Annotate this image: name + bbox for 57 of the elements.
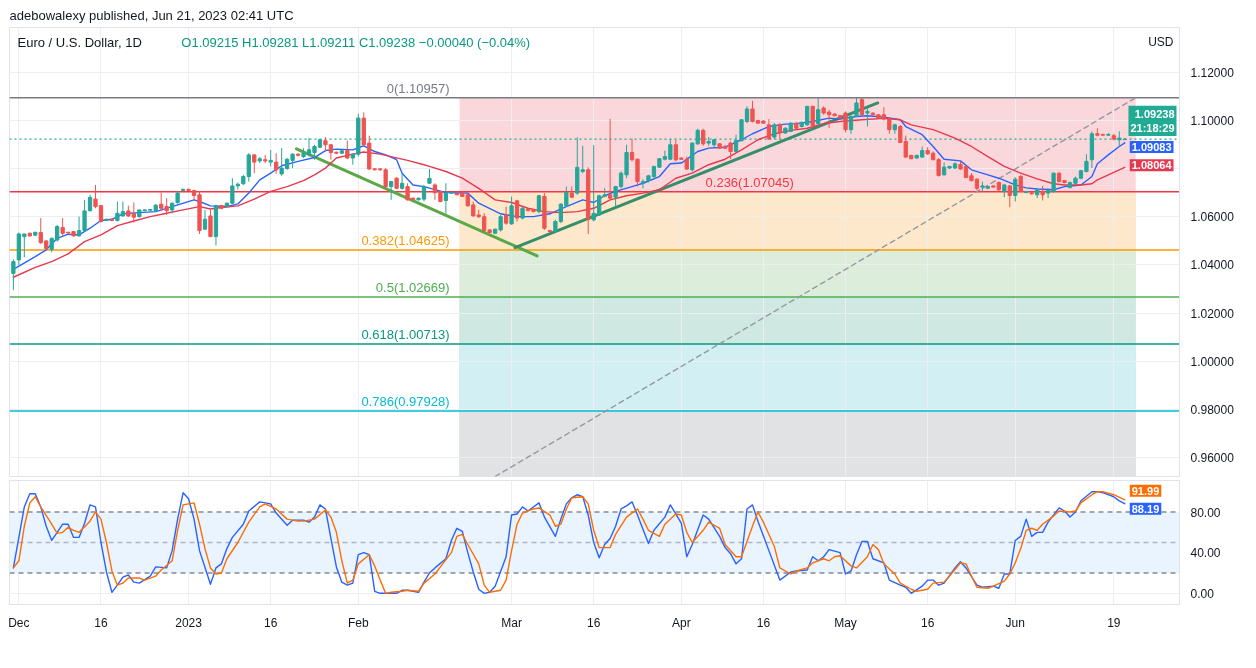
x-tick-label: 16 xyxy=(920,615,935,630)
y-tick-label: 1.12000 xyxy=(1190,66,1235,81)
candlestick xyxy=(1013,176,1018,203)
x-tick-label: Feb xyxy=(347,615,369,630)
candlestick xyxy=(503,206,509,226)
candlestick xyxy=(295,152,301,158)
candlestick xyxy=(274,152,279,175)
text: Euro / U.S. Dollar, 1D xyxy=(17,34,142,50)
y-tick-label: 0.00 xyxy=(1190,586,1215,601)
y-tick-label: 1.00000 xyxy=(1190,354,1235,369)
y-tick-label: 0.96000 xyxy=(1190,450,1235,465)
line-series xyxy=(12,490,1126,595)
candlestick xyxy=(509,195,514,226)
data-label: 1.08064 xyxy=(1131,159,1173,172)
x-tick-label: 16 xyxy=(94,615,108,630)
x-tick-label: 16 xyxy=(756,615,771,630)
candlestick xyxy=(399,172,405,191)
ref-line-label: 0.382(1.04625) xyxy=(361,232,450,248)
x-tick-label: Mar xyxy=(501,615,522,630)
candlestick xyxy=(202,209,208,231)
ref-line-label: 0(1.10957) xyxy=(386,80,450,96)
x-tick-label: Dec xyxy=(8,615,30,630)
candlestick xyxy=(865,107,870,128)
text: adebowalexy published, Jun 21, 2023 02:41 UTC xyxy=(9,7,294,23)
y-tick-label: 1.02000 xyxy=(1190,306,1235,321)
x-tick-label: May xyxy=(834,615,857,630)
y-tick-label: 1.06000 xyxy=(1190,210,1235,225)
x-tick-label: Apr xyxy=(671,615,691,630)
y-tick-label: 0.98000 xyxy=(1190,402,1235,417)
ref-line-label: 0.618(1.00713) xyxy=(361,326,450,342)
candlestick xyxy=(208,209,213,238)
x-tick-label: 16 xyxy=(264,615,278,630)
ref-line-label: 0.236(1.07045) xyxy=(705,174,794,190)
x-tick-label: 2023 xyxy=(175,615,203,630)
candlestick xyxy=(640,178,646,189)
x-tick-label: Jun xyxy=(1005,615,1025,630)
y-tick-label: 1.10000 xyxy=(1190,114,1235,129)
x-tick-label: 16 xyxy=(587,615,601,630)
candlestick xyxy=(252,153,257,174)
data-label: 1.09083 xyxy=(1131,141,1172,154)
data-label: 91.99 xyxy=(1131,484,1160,497)
ref-line-label: 1.09238 21:18:29 xyxy=(1130,107,1175,135)
x-tick-label: 19 xyxy=(1107,615,1121,630)
candlestick xyxy=(816,97,821,128)
text: O1.09215 H1.09281 L1.09211 C1.09238 −0.00040 (−0.04%) xyxy=(181,34,531,50)
candlestick xyxy=(766,118,772,141)
y-tick-label: 80.00 xyxy=(1190,505,1221,520)
ref-line-label: 0.5(1.02669) xyxy=(375,279,450,295)
candlestick xyxy=(607,118,613,200)
data-label: 88.19 xyxy=(1131,502,1160,515)
candlestick xyxy=(936,157,941,178)
y-tick-label: 40.00 xyxy=(1190,546,1221,561)
candlestick xyxy=(11,258,16,291)
y-tick-label: 1.04000 xyxy=(1190,258,1235,273)
candlestick xyxy=(383,167,388,189)
ref-line-label: 0.786(0.97928) xyxy=(361,393,450,409)
y-axis-title: USD xyxy=(1148,34,1174,49)
